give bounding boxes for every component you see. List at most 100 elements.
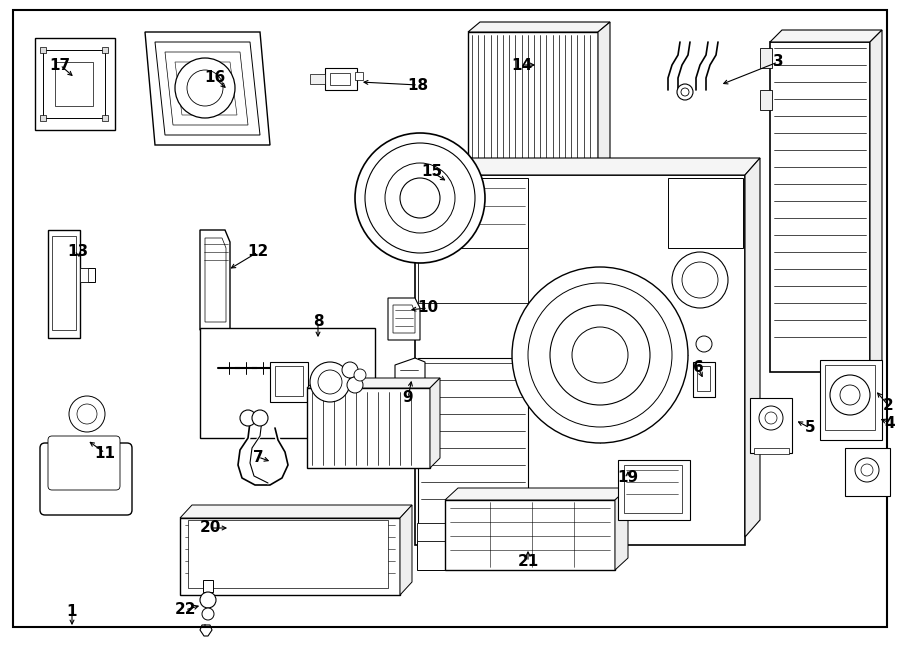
- Circle shape: [347, 377, 363, 393]
- Bar: [270, 362, 308, 402]
- Bar: [750, 398, 792, 453]
- Polygon shape: [770, 42, 870, 372]
- Polygon shape: [395, 358, 425, 388]
- Bar: [40, 47, 46, 53]
- Polygon shape: [415, 158, 760, 175]
- Bar: [760, 90, 772, 110]
- Polygon shape: [393, 305, 415, 333]
- Polygon shape: [52, 236, 76, 330]
- Polygon shape: [445, 488, 628, 500]
- Polygon shape: [400, 505, 412, 595]
- Circle shape: [677, 84, 693, 100]
- Circle shape: [365, 143, 475, 253]
- Text: 2: 2: [883, 397, 894, 412]
- Polygon shape: [180, 505, 412, 518]
- Circle shape: [200, 592, 216, 608]
- Bar: [188, 520, 388, 588]
- Polygon shape: [35, 38, 115, 130]
- Bar: [760, 48, 772, 68]
- Bar: [418, 178, 528, 248]
- Text: 6: 6: [693, 360, 704, 375]
- Circle shape: [187, 70, 223, 106]
- Polygon shape: [468, 32, 598, 175]
- Bar: [418, 248, 528, 303]
- Polygon shape: [445, 500, 615, 570]
- Polygon shape: [205, 238, 226, 322]
- Polygon shape: [80, 268, 95, 282]
- Bar: [697, 366, 710, 391]
- Bar: [624, 465, 682, 513]
- Circle shape: [354, 369, 366, 381]
- Bar: [355, 72, 363, 80]
- Circle shape: [572, 327, 628, 383]
- Polygon shape: [770, 30, 882, 42]
- Bar: [415, 175, 745, 545]
- Bar: [200, 328, 375, 438]
- Bar: [310, 74, 325, 84]
- Bar: [40, 115, 46, 121]
- Bar: [825, 365, 875, 430]
- Circle shape: [310, 362, 350, 402]
- Text: 7: 7: [253, 449, 264, 465]
- Polygon shape: [598, 22, 610, 175]
- Text: 15: 15: [421, 165, 443, 180]
- Bar: [820, 360, 882, 440]
- Bar: [845, 448, 890, 496]
- Text: 21: 21: [518, 555, 538, 570]
- Circle shape: [696, 336, 712, 352]
- Text: 9: 9: [402, 391, 413, 405]
- Bar: [325, 68, 357, 90]
- Polygon shape: [145, 32, 270, 145]
- Bar: [418, 358, 528, 536]
- Polygon shape: [155, 42, 260, 135]
- Text: 19: 19: [617, 471, 639, 485]
- Circle shape: [855, 458, 879, 482]
- Polygon shape: [175, 62, 237, 115]
- Bar: [203, 580, 213, 592]
- Text: 12: 12: [248, 245, 268, 260]
- Circle shape: [355, 133, 485, 263]
- Polygon shape: [165, 52, 248, 125]
- Text: 4: 4: [885, 416, 895, 430]
- Text: 8: 8: [312, 315, 323, 329]
- Circle shape: [682, 262, 718, 298]
- Bar: [618, 460, 690, 520]
- Circle shape: [342, 362, 358, 378]
- Polygon shape: [388, 298, 420, 340]
- Polygon shape: [307, 388, 430, 468]
- Polygon shape: [307, 378, 440, 388]
- Circle shape: [512, 267, 688, 443]
- Text: 18: 18: [408, 77, 428, 93]
- Text: 5: 5: [805, 420, 815, 436]
- FancyBboxPatch shape: [40, 443, 132, 515]
- FancyBboxPatch shape: [48, 436, 120, 490]
- Bar: [102, 115, 108, 121]
- Bar: [754, 448, 789, 454]
- Text: 11: 11: [94, 446, 115, 461]
- Polygon shape: [185, 72, 227, 105]
- Text: 10: 10: [418, 301, 438, 315]
- Text: 20: 20: [199, 520, 220, 535]
- Polygon shape: [430, 378, 440, 468]
- Bar: [417, 523, 457, 541]
- Bar: [102, 47, 108, 53]
- Text: 3: 3: [773, 54, 783, 69]
- Polygon shape: [195, 82, 217, 95]
- Text: 16: 16: [204, 71, 226, 85]
- Text: 22: 22: [175, 602, 196, 617]
- Text: 1: 1: [67, 605, 77, 619]
- Circle shape: [759, 406, 783, 430]
- Polygon shape: [55, 62, 93, 106]
- Bar: [693, 362, 715, 397]
- Circle shape: [528, 283, 672, 427]
- Text: 17: 17: [50, 58, 70, 73]
- Polygon shape: [615, 488, 628, 570]
- Polygon shape: [468, 22, 610, 32]
- Bar: [330, 73, 350, 85]
- Circle shape: [385, 163, 455, 233]
- Circle shape: [202, 608, 214, 620]
- Circle shape: [830, 375, 870, 415]
- Bar: [417, 540, 467, 570]
- Text: 13: 13: [68, 245, 88, 260]
- Polygon shape: [180, 518, 400, 595]
